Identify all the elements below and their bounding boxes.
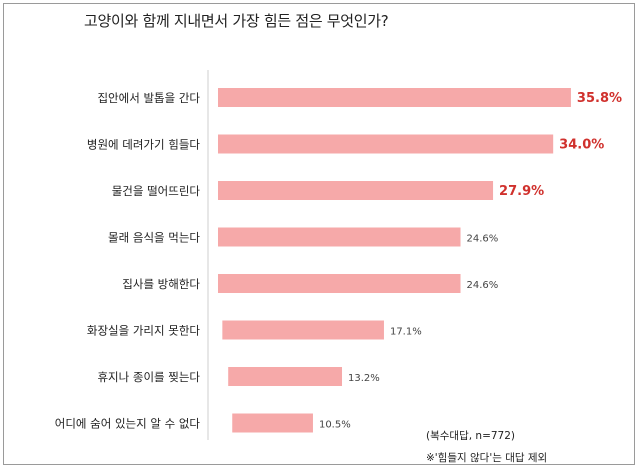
category-label-8: 어디에 숨어 있는지 알 수 없다 [55, 417, 201, 431]
bar-5 [218, 274, 461, 293]
bar-1 [218, 88, 571, 107]
value-label-1: 35.8% [577, 91, 622, 106]
value-label-6: 17.1% [390, 327, 422, 338]
chart-title: 고양이와 함께 지내면서 가장 힘든 점은 무엇인가? [84, 12, 389, 30]
category-label-6: 화장실을 가리지 못한다 [87, 324, 201, 338]
value-label-8: 10.5% [319, 420, 351, 431]
value-label-7: 13.2% [348, 373, 380, 384]
sample-note: (복수대답, n=772) [426, 430, 516, 442]
category-label-1: 집안에서 발톱을 간다 [97, 91, 200, 105]
bar-3 [218, 181, 494, 200]
category-label-3: 물건을 떨어뜨린다 [112, 184, 201, 198]
exclusion-note: ※'힘들지 않다'는 대답 제외 [426, 452, 548, 464]
value-label-5: 24.6% [467, 280, 499, 291]
bar-8 [232, 413, 313, 433]
value-label-3: 27.9% [499, 184, 544, 199]
category-label-7: 휴지나 종이를 찢는다 [97, 370, 200, 384]
value-label-4: 24.6% [467, 234, 499, 245]
bar-7 [228, 367, 343, 386]
value-label-2: 34.0% [559, 138, 604, 153]
bar-2 [218, 134, 554, 154]
bar-6 [222, 320, 384, 340]
category-label-5: 집사를 방해한다 [122, 277, 200, 291]
bar-4 [218, 227, 461, 247]
category-label-2: 병원에 데려가기 힘들다 [87, 138, 201, 152]
category-label-4: 몰래 음식을 먹는다 [108, 231, 200, 245]
